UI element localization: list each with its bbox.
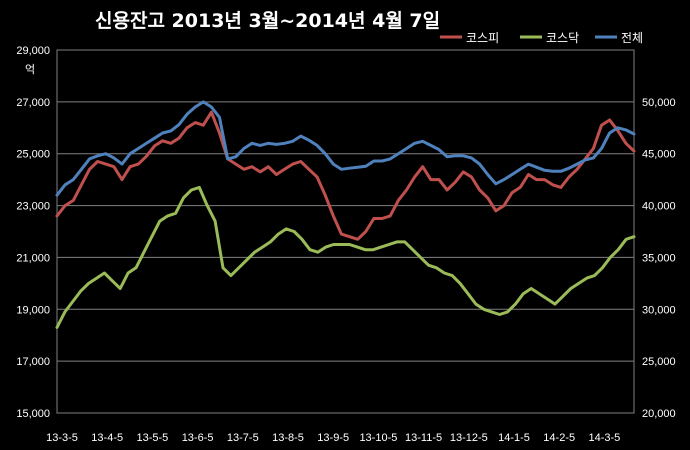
y-left-tick-label: 29,000 (16, 45, 50, 57)
y-right-tick-label: 20,000 (642, 408, 676, 420)
y-right-tick-label: 45,000 (642, 149, 676, 161)
legend-label: 코스피 (466, 31, 499, 45)
series-line-코스피 (55, 110, 636, 241)
x-tick-label: 13-3-5 (46, 432, 78, 444)
x-tick-label: 13-9-5 (317, 432, 349, 444)
series-line-전체 (55, 100, 636, 197)
y-right-tick-label: 25,000 (642, 356, 676, 368)
y-left-tick-label: 21,000 (16, 252, 50, 264)
legend-label: 코스닥 (546, 31, 579, 45)
y-right-tick-label: 35,000 (642, 252, 676, 264)
y-axis-unit: 억 (25, 63, 35, 76)
axis-ticks: 15,000 17,000 19,000 21,000 23,000 25,000 27,0… (16, 45, 675, 444)
y-left-tick-label: 27,000 (16, 97, 50, 109)
x-tick-label: 14-2-5 (543, 432, 575, 444)
y-left-tick-label: 25,000 (16, 149, 50, 161)
y-left-tick-label: 19,000 (16, 304, 50, 316)
y-left-tick-label: 17,000 (16, 356, 50, 368)
legend: 코스피 코스닥 전체 (440, 31, 643, 45)
x-tick-label: 14-1-5 (498, 432, 530, 444)
y-left-tick-label: 23,000 (16, 201, 50, 213)
x-tick-label: 13-5-5 (137, 432, 169, 444)
x-tick-label: 13-11-5 (405, 432, 442, 444)
y-right-tick-label: 40,000 (642, 201, 676, 213)
series-line-코스닥 (55, 185, 636, 329)
x-tick-label: 13-6-5 (182, 432, 214, 444)
x-tick-label: 13-4-5 (91, 432, 123, 444)
grid-lines (56, 49, 635, 414)
x-tick-label: 13-7-5 (227, 432, 259, 444)
x-tick-label: 13-10-5 (359, 432, 397, 444)
x-tick-label: 13-8-5 (272, 432, 304, 444)
y-right-tick-label: 30,000 (642, 304, 676, 316)
y-right-tick-label: 50,000 (642, 97, 676, 109)
legend-label: 전체 (621, 31, 643, 45)
x-tick-label: 14-3-5 (589, 432, 621, 444)
x-tick-label: 13-12-5 (450, 432, 488, 444)
chart-title: 신용잔고 2013년 3월~2014년 4월 7일 (95, 10, 440, 32)
y-left-tick-label: 15,000 (16, 408, 50, 420)
plot-area-border (56, 49, 635, 414)
series-lines (55, 100, 636, 329)
